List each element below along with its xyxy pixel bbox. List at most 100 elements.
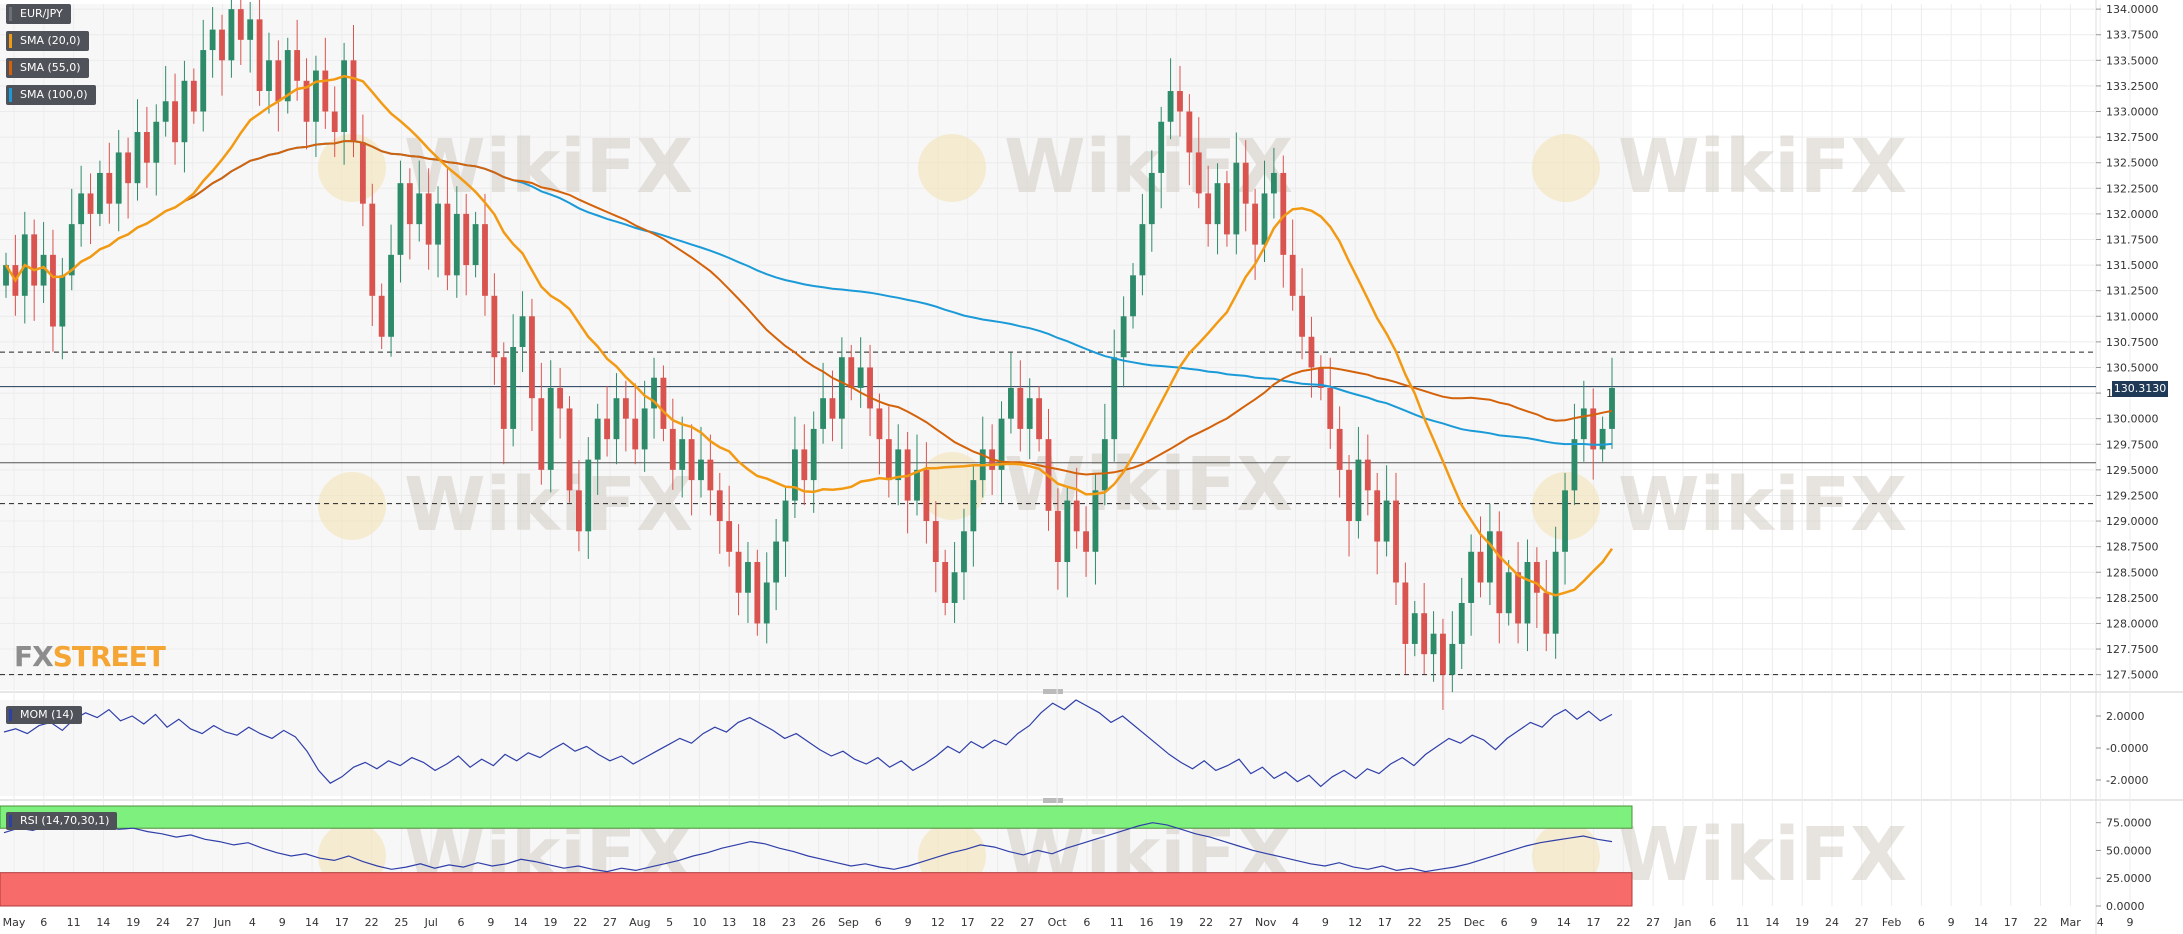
candle-down (566, 408, 573, 491)
candle-up (1167, 91, 1174, 122)
mom-line (3, 699, 1613, 788)
candle-down (557, 387, 564, 409)
x-tick-label: 22 (573, 916, 587, 929)
watermark-logo (318, 472, 386, 540)
legend-sma55[interactable]: SMA (55,0) (6, 58, 89, 78)
candle-up (266, 60, 272, 92)
watermark-text: WikiFX (1618, 812, 1907, 898)
x-tick-label: 11 (67, 916, 81, 929)
candle-down (688, 439, 695, 481)
candle-up (247, 19, 254, 40)
x-tick-label: 11 (1110, 916, 1124, 929)
y-tick-label: 129.5000 (2106, 464, 2159, 477)
candle-down (444, 203, 451, 276)
x-tick-label: May (3, 916, 26, 929)
candle-down (331, 111, 338, 132)
candle-down (1177, 91, 1183, 112)
x-tick-label: 5 (666, 916, 673, 929)
legend-sma100[interactable]: SMA (100,0) (6, 85, 96, 105)
rsi-swatch (9, 815, 12, 827)
rsi-oversold-zone (0, 872, 1633, 907)
legend-symbol-label: EUR/JPY (20, 7, 63, 20)
candle-up (1411, 613, 1418, 644)
candle-down (482, 224, 488, 296)
candle-up (641, 408, 648, 450)
candle-up (59, 275, 66, 327)
x-tick-label: Jul (424, 916, 438, 929)
x-tick-label: 6 (1709, 916, 1716, 929)
x-tick-label: 9 (1322, 916, 1329, 929)
y-tick-label: 127.5000 (2106, 669, 2159, 682)
x-tick-label: 17 (1587, 916, 1601, 929)
candle-up (40, 254, 47, 286)
x-tick-label: 27 (1229, 916, 1243, 929)
mom-tick-label: -0.0000 (2106, 742, 2148, 755)
candle-down (529, 316, 535, 399)
candle-down (190, 80, 197, 112)
legend-symbol[interactable]: EUR/JPY (6, 4, 71, 24)
x-tick-label: 6 (458, 916, 465, 929)
x-tick-label: 9 (487, 916, 494, 929)
x-tick-label: 27 (1020, 916, 1034, 929)
candle-up (341, 60, 348, 132)
candle-down (1317, 367, 1324, 388)
candle-down (1036, 398, 1043, 440)
legend-sma20-label: SMA (20,0) (20, 34, 81, 47)
legend-sma20-swatch (9, 34, 12, 48)
candle-down (1299, 295, 1305, 337)
x-tick-label: Aug (629, 916, 650, 929)
sma55-line (5, 140, 1613, 476)
y-tick-label: 128.0000 (2106, 617, 2159, 630)
rsi-tick-label: 50.0000 (2106, 844, 2152, 857)
candle-up (782, 500, 789, 542)
candle-down (1336, 428, 1343, 470)
main-panel-bg (0, 4, 1632, 690)
x-tick-label: 22 (1199, 916, 1213, 929)
rsi-tick-label: 0.0000 (2106, 900, 2145, 913)
candle-up (1120, 316, 1127, 358)
candle-down (463, 213, 470, 266)
x-tick-label: 4 (2097, 916, 2104, 929)
fxstreet-logo: FXSTREET (14, 640, 166, 673)
watermark-logo (1532, 134, 1600, 202)
fxstreet-logo-street: STREET (52, 640, 166, 673)
candle-down (1289, 254, 1296, 296)
x-tick-label: 27 (603, 916, 617, 929)
candle-down (632, 418, 639, 450)
x-tick-label: 11 (1736, 916, 1750, 929)
y-tick-label: 128.5000 (2106, 566, 2159, 579)
candle-down (256, 19, 263, 92)
candle-up (1486, 531, 1493, 583)
y-tick-label: 132.2500 (2106, 182, 2159, 195)
mom-label[interactable]: MOM (14) (6, 706, 82, 724)
candle-up (679, 439, 686, 470)
x-tick-label: 4 (249, 916, 256, 929)
x-tick-label: 19 (126, 916, 140, 929)
candle-up (763, 582, 770, 624)
y-tick-label: 130.5000 (2106, 361, 2159, 374)
x-tick-label: Dec (1464, 916, 1485, 929)
y-tick-label: 132.7500 (2106, 131, 2159, 144)
candle-up (1599, 428, 1606, 450)
legend-sma20[interactable]: SMA (20,0) (6, 31, 89, 51)
candle-up (838, 357, 845, 419)
x-tick-label: 18 (752, 916, 766, 929)
candle-up (284, 50, 291, 102)
x-tick-label: 16 (1140, 916, 1154, 929)
candle-up (1092, 490, 1099, 552)
candle-up (1270, 172, 1277, 194)
candle-down (932, 521, 939, 563)
mom-tick-label: 2.0000 (2106, 710, 2145, 723)
candle-down (707, 459, 714, 491)
x-tick-label: 27 (1646, 916, 1660, 929)
rsi-overbought-zone (0, 805, 1633, 829)
candle-down (716, 490, 723, 522)
candle-up (397, 183, 404, 255)
y-tick-label: 129.2500 (2106, 489, 2159, 502)
candle-down (1543, 592, 1550, 634)
candle-up (585, 459, 592, 532)
x-tick-label: 14 (96, 916, 110, 929)
rsi-label[interactable]: RSI (14,70,30,1) (6, 812, 118, 830)
candle-down (1346, 469, 1352, 522)
rsi-label-text: RSI (14,70,30,1) (20, 814, 110, 827)
